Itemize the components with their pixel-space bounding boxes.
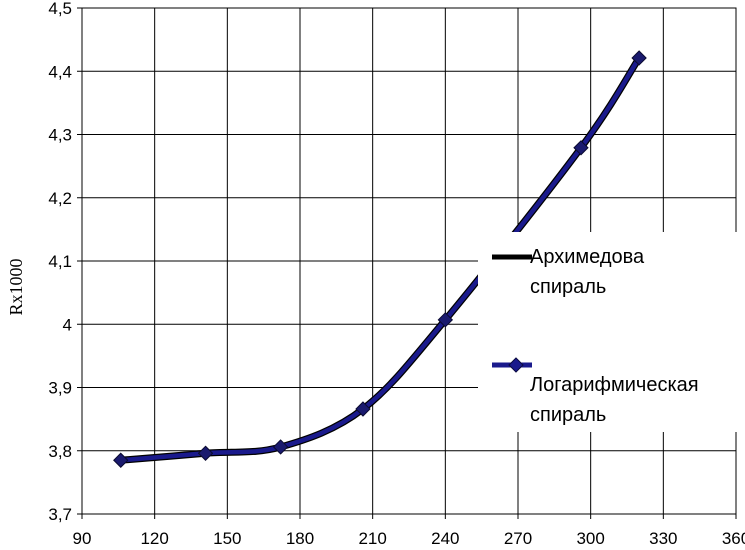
series-layer [113, 50, 647, 468]
legend-label-archimedean-line1: Архимедова [530, 246, 645, 268]
data-point-marker [355, 401, 371, 417]
data-point-marker [197, 445, 214, 461]
y-tick-label: 4,1 [48, 252, 72, 271]
legend-label-logarithmic: Логарифмическая спираль [530, 370, 740, 430]
x-tick-label: 330 [649, 529, 677, 548]
x-tick-label: 210 [358, 529, 386, 548]
y-tick-label: 4,3 [48, 126, 72, 145]
legend-label-logarithmic-line1: Логарифмическая [530, 374, 699, 396]
y-axis-ticks: 3,7 3,8 3,9 4 4,1 4,2 4,3 4,4 4,5 [48, 0, 82, 524]
data-point-marker [631, 50, 647, 66]
data-point-marker [437, 312, 454, 328]
legend-item-logarithmic: Логарифмическая спираль [478, 342, 740, 432]
y-tick-label: 4,5 [48, 0, 72, 18]
x-tick-label: 90 [73, 529, 92, 548]
x-tick-label: 180 [286, 529, 314, 548]
y-tick-label: 3,9 [48, 379, 72, 398]
data-point-marker [573, 140, 589, 156]
x-tick-label: 240 [431, 529, 459, 548]
series-2 [113, 50, 647, 468]
y-axis-label: Rx1000 [6, 258, 26, 315]
legend-label-archimedean: Архимедова спираль [530, 242, 740, 302]
x-tick-label: 300 [576, 529, 604, 548]
x-tick-label: 120 [140, 529, 168, 548]
y-tick-label: 4,2 [48, 189, 72, 208]
x-tick-label: 360 [722, 529, 745, 548]
y-tick-label: 3,7 [48, 505, 72, 524]
legend-label-archimedean-line2: спираль [530, 276, 607, 298]
data-point-marker [272, 439, 289, 455]
x-axis-ticks: 90 120 150 180 210 240 270 300 330 360 [73, 514, 745, 548]
y-tick-label: 4,4 [48, 62, 72, 81]
legend-label-logarithmic-line2: спираль [530, 404, 607, 426]
x-tick-label: 150 [213, 529, 241, 548]
legend-item-archimedean: Архимедова спираль [478, 232, 740, 312]
x-tick-label: 270 [504, 529, 532, 548]
y-tick-label: 3,8 [48, 442, 72, 461]
y-tick-label: 4 [63, 315, 72, 334]
legend-swatch-logarithmic [492, 357, 532, 373]
legend: Архимедова спираль Логарифмическая спира… [478, 232, 740, 432]
data-point-marker [113, 452, 129, 468]
legend-swatch-archimedean [492, 254, 532, 260]
